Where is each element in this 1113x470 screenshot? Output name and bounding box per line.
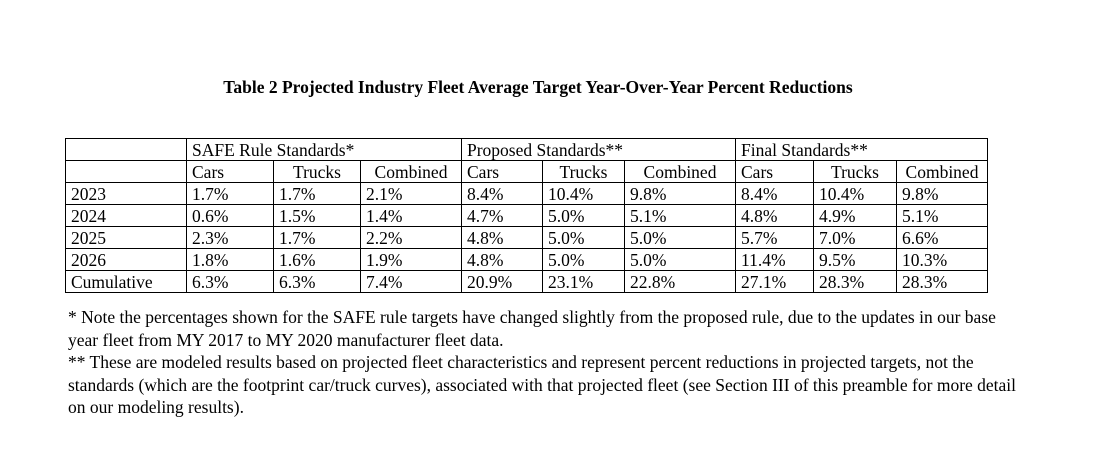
subheader-cell: Combined — [624, 160, 736, 183]
table-cell: 6.6% — [896, 226, 988, 249]
table-cell: 10.3% — [896, 248, 988, 271]
table-cell: 5.1% — [896, 204, 988, 227]
table-cell: 23.1% — [542, 270, 625, 293]
table-row: 2025 2.3% 1.7% 2.2% 4.8% 5.0% 5.0% 5.7% … — [65, 226, 988, 249]
subheader-cell: Cars — [461, 160, 543, 183]
row-label: 2025 — [65, 226, 187, 249]
table-cell: 1.7% — [186, 182, 274, 205]
table-cell: 5.0% — [624, 248, 736, 271]
table-cell: 10.4% — [542, 182, 625, 205]
row-label: Cumulative — [65, 270, 187, 293]
table-cell: 5.1% — [624, 204, 736, 227]
subheader-cell: Cars — [735, 160, 814, 183]
table-cell: 5.7% — [735, 226, 814, 249]
table-cell: 27.1% — [735, 270, 814, 293]
table-cell: 1.7% — [273, 182, 361, 205]
table-cell: 4.8% — [735, 204, 814, 227]
subheader-cell: Trucks — [542, 160, 625, 183]
group-header-proposed: Proposed Standards** — [461, 138, 736, 161]
table-cell: 9.5% — [813, 248, 897, 271]
table-cell: 8.4% — [735, 182, 814, 205]
subheader-cell: Trucks — [273, 160, 361, 183]
table-cell: 1.5% — [273, 204, 361, 227]
table-cell: 2.3% — [186, 226, 274, 249]
table-cell: 28.3% — [813, 270, 897, 293]
table-cell: 1.4% — [360, 204, 462, 227]
table-cell: 22.8% — [624, 270, 736, 293]
table-row: 2024 0.6% 1.5% 1.4% 4.7% 5.0% 5.1% 4.8% … — [65, 204, 988, 227]
table-row: 2026 1.8% 1.6% 1.9% 4.8% 5.0% 5.0% 11.4%… — [65, 248, 988, 271]
subheader-cell: Trucks — [813, 160, 897, 183]
group-header-row: SAFE Rule Standards* Proposed Standards*… — [65, 138, 988, 161]
table-row-cumulative: Cumulative 6.3% 6.3% 7.4% 20.9% 23.1% 22… — [65, 270, 988, 293]
table-cell: 20.9% — [461, 270, 543, 293]
table-cell: 7.4% — [360, 270, 462, 293]
table-cell: 1.6% — [273, 248, 361, 271]
table-row: 2023 1.7% 1.7% 2.1% 8.4% 10.4% 9.8% 8.4%… — [65, 182, 988, 205]
subheader-row: Cars Trucks Combined Cars Trucks Combine… — [65, 160, 988, 183]
table-cell: 4.8% — [461, 226, 543, 249]
table-caption: Table 2 Projected Industry Fleet Average… — [223, 77, 853, 97]
subheader-cell: Combined — [360, 160, 462, 183]
table-cell: 4.7% — [461, 204, 543, 227]
table-cell: 2.2% — [360, 226, 462, 249]
table-cell: 7.0% — [813, 226, 897, 249]
footnote-safe: * Note the percentages shown for the SAF… — [68, 307, 996, 350]
corner-cell — [65, 138, 187, 161]
table-cell: 5.0% — [624, 226, 736, 249]
table-cell: 1.8% — [186, 248, 274, 271]
row-label: 2023 — [65, 182, 187, 205]
table-cell: 1.7% — [273, 226, 361, 249]
corner-cell — [65, 160, 187, 183]
row-label: 2024 — [65, 204, 187, 227]
table-footnotes: * Note the percentages shown for the SAF… — [68, 306, 1028, 419]
table-cell: 28.3% — [896, 270, 988, 293]
table-cell: 4.8% — [461, 248, 543, 271]
table-cell: 6.3% — [186, 270, 274, 293]
table-cell: 10.4% — [813, 182, 897, 205]
table-cell: 8.4% — [461, 182, 543, 205]
table-cell: 6.3% — [273, 270, 361, 293]
fleet-reduction-table: SAFE Rule Standards* Proposed Standards*… — [65, 138, 988, 293]
table-cell: 0.6% — [186, 204, 274, 227]
group-header-final: Final Standards** — [735, 138, 988, 161]
subheader-cell: Combined — [896, 160, 988, 183]
table-cell: 5.0% — [542, 248, 625, 271]
table-cell: 9.8% — [624, 182, 736, 205]
group-header-safe: SAFE Rule Standards* — [186, 138, 462, 161]
table-cell: 11.4% — [735, 248, 814, 271]
table-cell: 5.0% — [542, 226, 625, 249]
table-cell: 2.1% — [360, 182, 462, 205]
table-cell: 4.9% — [813, 204, 897, 227]
footnote-modeled: ** These are modeled results based on pr… — [68, 352, 1017, 417]
table-cell: 9.8% — [896, 182, 988, 205]
subheader-cell: Cars — [186, 160, 274, 183]
row-label: 2026 — [65, 248, 187, 271]
table-cell: 1.9% — [360, 248, 462, 271]
table-cell: 5.0% — [542, 204, 625, 227]
